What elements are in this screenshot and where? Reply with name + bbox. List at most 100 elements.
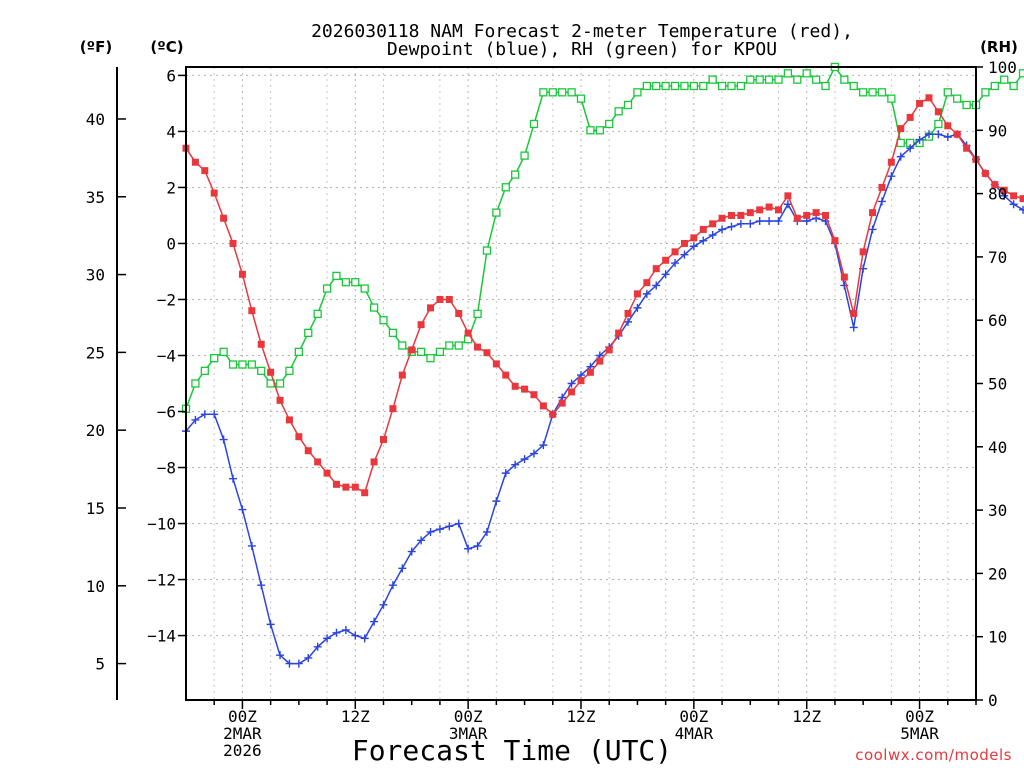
dewpoint-point: [652, 281, 661, 290]
rh-point: [228, 360, 238, 369]
temperature-point: [191, 158, 199, 166]
rh-point: [670, 81, 680, 91]
rh-point: [398, 341, 407, 350]
rh-point: [294, 347, 304, 357]
rh-point: [868, 88, 877, 97]
dewpoint-point: [877, 197, 886, 206]
rh-point: [774, 75, 783, 84]
rh-point: [379, 316, 388, 325]
rh-point: [981, 88, 990, 97]
rh-point: [558, 88, 567, 97]
series-layer: [181, 62, 1024, 668]
dewpoint-point: [257, 581, 266, 590]
rh-point: [896, 138, 905, 148]
temperature-point: [389, 405, 397, 413]
temperature-point: [342, 483, 350, 491]
rh-point: [426, 354, 435, 363]
rh-point: [454, 341, 463, 350]
dewpoint-point: [426, 527, 435, 536]
time-tick-label: 5MAR: [900, 724, 939, 743]
rh-point: [1018, 69, 1024, 78]
time-tick-label: 12Z: [341, 707, 370, 726]
time-tick-label: 00Z: [454, 707, 483, 726]
celsius-tick-label: 2: [166, 178, 176, 197]
rh-point: [633, 88, 642, 97]
celsius-tick-label: 0: [166, 234, 176, 253]
celsius-tick-label: 4: [166, 122, 176, 141]
celsius-tick-label: −4: [157, 346, 176, 365]
temperature-point: [568, 388, 576, 396]
rh-tick-label: 20: [988, 564, 1007, 583]
temperature-point: [784, 192, 792, 200]
series-line-dewpoint: [185, 133, 1024, 665]
chart-title-line2: Dewpoint (blue), RH (green) for KPOU: [387, 39, 777, 60]
x-axis-title: Forecast Time (UTC): [352, 734, 672, 767]
rh-point: [511, 170, 520, 179]
rh-point: [943, 88, 952, 97]
rh-point: [548, 88, 557, 97]
dewpoint-point: [746, 219, 755, 228]
series-temperature: [182, 94, 1024, 497]
temperature-point: [746, 209, 754, 217]
dewpoint-point: [238, 505, 247, 514]
dewpoint-point: [520, 455, 529, 464]
temperature-point: [276, 396, 284, 404]
rh-tick-label: 10: [988, 628, 1007, 647]
dewpoint-point: [304, 653, 313, 662]
temperature-point: [511, 382, 519, 390]
temperature-point: [963, 144, 971, 152]
temperature-point: [436, 295, 444, 303]
rh-point: [210, 354, 219, 363]
dewpoint-point: [943, 133, 952, 142]
rh-point: [680, 81, 689, 91]
dewpoint-point: [868, 225, 877, 234]
dewpoint-point: [200, 410, 209, 419]
temperature-point: [577, 377, 585, 385]
rh-tick-label: 30: [988, 501, 1007, 520]
rh-point: [746, 75, 755, 84]
rh-point: [887, 94, 896, 103]
dewpoint-point: [407, 547, 416, 556]
temperature-point: [897, 125, 905, 133]
temperature-point: [427, 304, 435, 312]
rh-point: [473, 309, 482, 319]
rh-point: [661, 81, 670, 91]
rh-point: [247, 360, 256, 369]
dewpoint-point: [774, 217, 783, 226]
temperature-point: [981, 169, 989, 177]
celsius-tick-label: −14: [147, 627, 176, 646]
dewpoint-point: [633, 303, 642, 312]
rh-point: [652, 81, 661, 91]
temperature-point: [775, 206, 782, 214]
dewpoint-point: [379, 600, 388, 609]
temperature-point: [793, 214, 801, 222]
dewpoint-point: [332, 628, 341, 637]
dewpoint-point: [661, 270, 670, 279]
temperature-point: [831, 237, 839, 245]
time-tick-label: 00Z: [679, 707, 708, 726]
dewpoint-point: [341, 625, 350, 634]
temperature-point: [210, 189, 218, 197]
dewpoint-point: [708, 231, 717, 240]
rh-point: [275, 379, 285, 388]
temperature-point: [624, 309, 632, 317]
series-rh: [181, 62, 1024, 413]
dewpoint-point: [624, 317, 633, 326]
dewpoint-point: [229, 474, 238, 483]
rh-point: [689, 81, 699, 91]
series-dewpoint: [182, 130, 1024, 668]
rh-point: [727, 81, 736, 91]
time-tick-label: 2026: [223, 741, 262, 760]
temperature-point: [944, 122, 952, 130]
temperature-point: [906, 113, 914, 121]
temperature-point: [530, 391, 538, 399]
rh-point: [200, 366, 209, 375]
rh-point: [586, 126, 595, 135]
dewpoint-point: [765, 217, 774, 226]
dewpoint-point: [689, 242, 698, 251]
celsius-tick-label: −10: [147, 515, 176, 534]
fahrenheit-tick-label: 25: [86, 343, 105, 362]
rh-point: [1009, 81, 1018, 91]
dewpoint-point: [417, 536, 426, 545]
dewpoint-point: [323, 634, 332, 643]
